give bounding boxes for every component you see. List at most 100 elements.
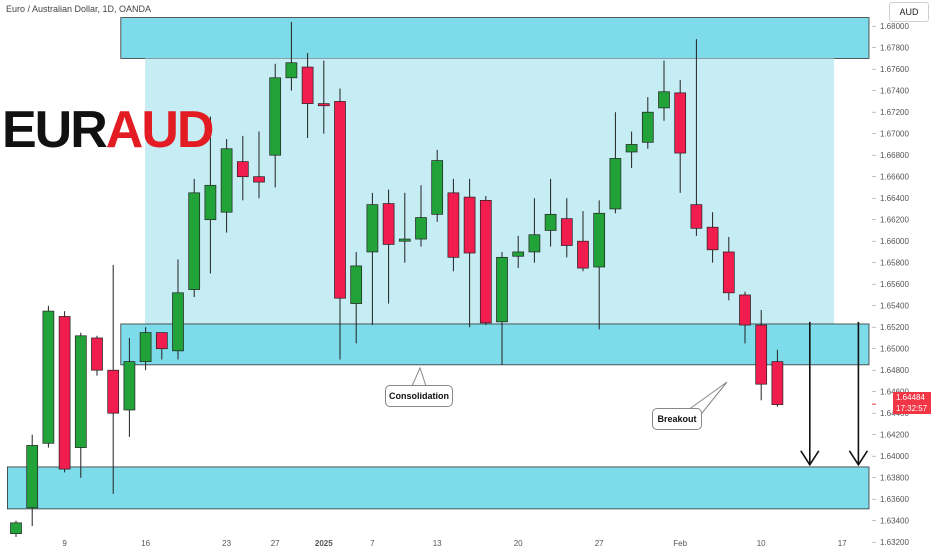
candle-body (771, 361, 784, 405)
candle-body (350, 265, 363, 304)
candle (269, 63, 282, 188)
candle-body (690, 204, 703, 229)
candle-body (674, 92, 687, 154)
brand-logo: EURAUD (2, 101, 215, 159)
candle (528, 198, 541, 263)
y-tick-label: 1.66600 (880, 173, 909, 182)
candle (739, 291, 751, 344)
candle (350, 251, 363, 344)
candle (479, 196, 492, 326)
candle-body (285, 62, 298, 79)
candle (560, 198, 573, 258)
candle (107, 264, 120, 494)
x-tick-label: 2025 (315, 539, 333, 548)
candle (674, 79, 687, 193)
candle (609, 112, 622, 214)
candle (204, 116, 217, 274)
price-axis-bg (872, 0, 932, 550)
candle-body (479, 200, 492, 324)
y-tick-label: 1.67800 (880, 44, 909, 53)
candle (42, 305, 55, 448)
candle-body (722, 251, 735, 294)
candle-body (593, 212, 606, 268)
y-tick-label: 1.64800 (880, 366, 909, 375)
candle-body (739, 294, 751, 326)
candle-body (431, 160, 444, 215)
candle (641, 97, 654, 149)
candle-body (496, 256, 508, 323)
candle (398, 192, 411, 263)
candle (123, 337, 136, 437)
last-price-value: 1.64484 (896, 393, 925, 402)
brand-part-2: AUD (105, 101, 215, 159)
candle-body (641, 111, 654, 143)
candle (236, 135, 249, 201)
y-tick-label: 1.64000 (880, 452, 909, 461)
candle (91, 335, 103, 376)
candle (74, 332, 87, 478)
candle (334, 88, 346, 360)
candle-body (91, 337, 103, 371)
y-tick-label: 1.65800 (880, 259, 909, 268)
x-tick-label: 7 (370, 539, 375, 548)
candle (139, 327, 152, 371)
x-tick-label: Feb (673, 539, 687, 548)
x-tick-label: 27 (595, 539, 604, 548)
candle (431, 149, 444, 222)
candle-body (188, 192, 201, 290)
y-tick-label: 1.63400 (880, 517, 909, 526)
candle-body (382, 203, 395, 245)
candle-body (269, 77, 282, 156)
candle (577, 211, 589, 272)
x-tick-label: 16 (141, 539, 150, 548)
candle-body (220, 148, 233, 213)
x-tick-label: 27 (271, 539, 280, 548)
candle (220, 139, 233, 233)
candle-body (706, 226, 719, 251)
candle-body (658, 91, 670, 109)
breakout-callout: Breakout (652, 408, 702, 430)
candle (463, 178, 476, 328)
candle-body (74, 335, 87, 448)
candle-body (139, 332, 152, 362)
currency-button[interactable]: AUD (889, 2, 929, 22)
candle-body (172, 292, 184, 352)
candle-body (236, 161, 249, 178)
candle-body (463, 196, 476, 254)
candle-body (107, 369, 120, 414)
y-tick-label: 1.64200 (880, 431, 909, 440)
y-tick-label: 1.67000 (880, 130, 909, 139)
x-tick-label: 10 (757, 539, 766, 548)
candle (593, 200, 606, 330)
y-tick-label: 1.66000 (880, 237, 909, 246)
candle-body (42, 310, 55, 444)
candle (10, 520, 22, 537)
last-price-countdown: 17:32:57 (896, 404, 928, 413)
candle-body (415, 217, 427, 240)
candle (690, 39, 703, 236)
arrow-head (800, 450, 820, 467)
y-tick-label: 1.63600 (880, 495, 909, 504)
symbol-title: Euro / Australian Dollar, 1D, OANDA (6, 4, 152, 14)
y-tick-label: 1.63200 (880, 538, 909, 547)
candle-body (577, 240, 589, 269)
upper-resistance-zone (120, 17, 870, 59)
candle-body (447, 192, 460, 258)
candle (755, 310, 768, 401)
y-tick-label: 1.67400 (880, 87, 909, 96)
y-tick-label: 1.66400 (880, 194, 909, 203)
candle (188, 178, 201, 298)
candle (722, 236, 735, 301)
candle-body (609, 158, 622, 210)
x-tick-label: 17 (838, 539, 847, 548)
y-tick-label: 1.67600 (880, 65, 909, 74)
x-tick-label: 20 (514, 539, 523, 548)
candle (447, 178, 460, 272)
candle (658, 60, 670, 121)
candle (366, 192, 379, 326)
candle-body (398, 238, 411, 242)
y-tick-label: 1.66800 (880, 151, 909, 160)
candle (155, 332, 168, 360)
candle (771, 349, 784, 407)
